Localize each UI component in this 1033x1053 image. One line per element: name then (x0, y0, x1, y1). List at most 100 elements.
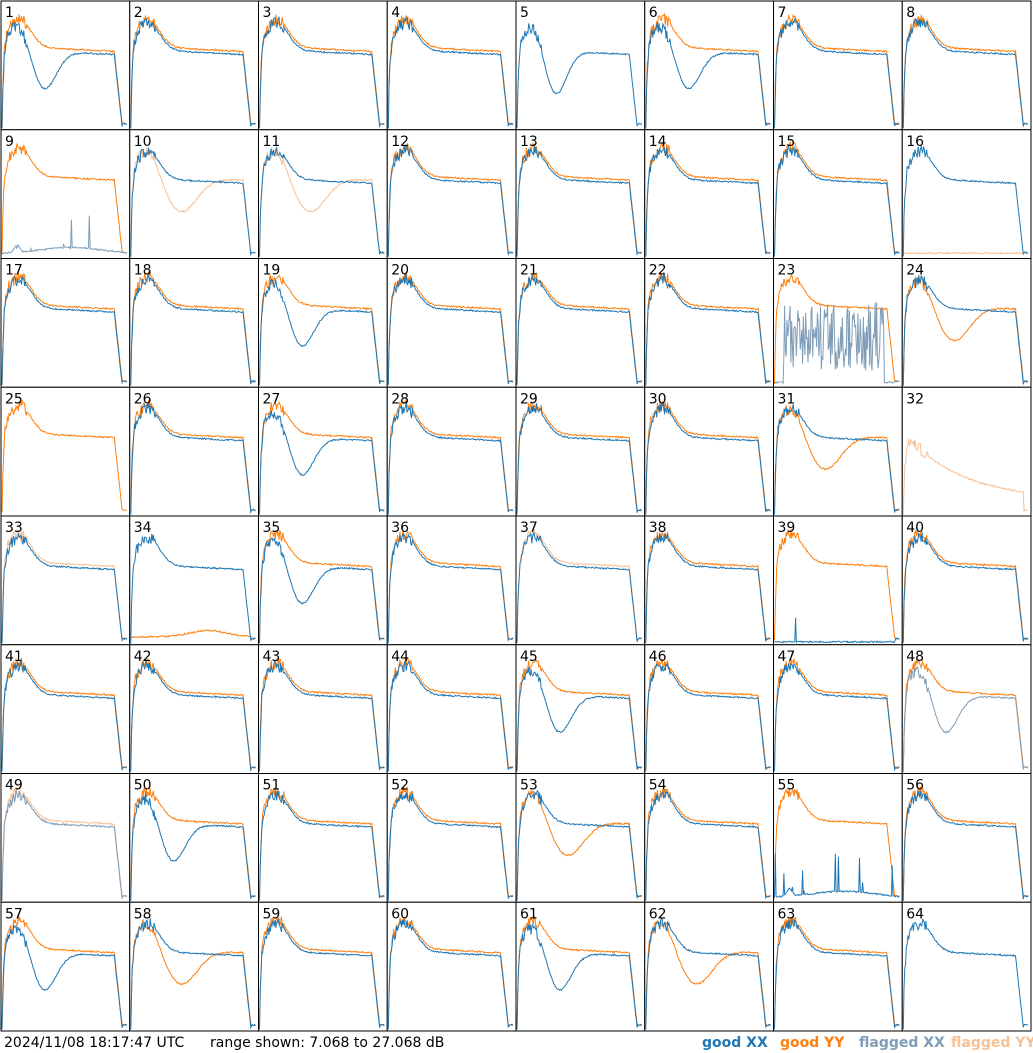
spectrum-xx (130, 402, 256, 515)
spectrum-yy (387, 399, 514, 513)
spectrum-xx (1, 532, 128, 644)
panel-label: 53 (520, 778, 538, 794)
antenna-panel: 56 (901, 773, 1032, 903)
spectrum-xx (130, 147, 256, 257)
antenna-panel: 30 (644, 386, 774, 517)
spectrum-xx (130, 274, 256, 386)
panel-frame (515, 644, 646, 774)
spectrum-yy (1, 529, 128, 641)
spectrum-xx (387, 660, 514, 772)
panel-frame (0, 258, 131, 388)
panel-label: 5 (520, 5, 529, 21)
panel-frame (901, 773, 1032, 903)
spectrum-xx (516, 23, 643, 129)
spectrum-xx (902, 789, 1029, 901)
panel-label: 18 (134, 263, 152, 279)
antenna-panel: 63 (773, 901, 903, 1032)
spectrum-yy (1, 14, 128, 127)
antenna-panel: 17 (0, 258, 131, 388)
panel-label: 9 (5, 134, 14, 150)
spectrum-yy (1, 143, 127, 255)
spectrum-yy (645, 788, 771, 899)
antenna-panel: 20 (386, 258, 517, 388)
antenna-panel: 42 (129, 644, 259, 774)
spectrum-yy (902, 659, 1029, 771)
panel-frame (901, 644, 1032, 774)
panel-label: 52 (391, 778, 409, 794)
spectrum-yy (387, 657, 514, 769)
antenna-panel: 3 (258, 0, 388, 131)
panel-label: 57 (5, 906, 23, 922)
spectrum-yy (259, 529, 385, 641)
antenna-panel: 12 (386, 129, 517, 259)
spectrum-yy (1, 657, 127, 770)
panel-label: 55 (778, 778, 796, 794)
panel-label: 7 (778, 5, 787, 21)
panel-label: 30 (649, 391, 667, 407)
panel-frame (0, 0, 131, 131)
panel-frame (0, 386, 131, 517)
panel-label: 36 (391, 520, 409, 536)
panel-label: 32 (906, 391, 924, 407)
panel-frame (644, 901, 774, 1032)
panel-frame (386, 644, 517, 774)
panel-label: 43 (263, 649, 281, 665)
spectrum-yy (387, 529, 514, 641)
panel-frame (386, 773, 517, 903)
panel-label: 13 (520, 134, 538, 150)
antenna-panel: 58 (129, 901, 259, 1032)
spectrum-xx (774, 404, 900, 515)
spectrum-xx (645, 918, 771, 1030)
panel-frame (773, 386, 903, 517)
panel-label: 61 (520, 906, 538, 922)
panel-label: 6 (649, 5, 658, 21)
spectrum-xx (902, 918, 1029, 1030)
panel-label: 2 (134, 5, 143, 21)
spectrum-yy (516, 659, 642, 769)
panel-label: 42 (134, 649, 152, 665)
antenna-panel: 44 (386, 644, 517, 774)
spectrum-xx (130, 534, 256, 644)
spectrum-xx (1, 215, 128, 255)
spectrum-yy (1, 785, 128, 899)
spectrum-xx (645, 532, 771, 643)
panel-frame (386, 0, 517, 131)
spectrum-xx (259, 536, 385, 644)
spectrum-yy (645, 658, 771, 769)
spectrum-yy (645, 400, 771, 513)
spectrum-xx (774, 144, 900, 257)
antenna-panel: 19 (258, 258, 388, 388)
panel-label: 47 (778, 649, 796, 665)
panel-label: 21 (520, 263, 538, 279)
panel-label: 41 (5, 649, 23, 665)
panel-label: 22 (649, 263, 667, 279)
panel-label: 62 (649, 906, 667, 922)
spectrum-yy (387, 142, 513, 255)
panel-label: 40 (906, 520, 924, 536)
spectrum-xx (645, 274, 771, 386)
spectrum-xx (902, 144, 1029, 257)
panel-label: 45 (520, 649, 538, 665)
panel-label: 8 (906, 5, 915, 21)
panel-label: 33 (5, 520, 23, 536)
antenna-panel: 16 (901, 129, 1032, 259)
antenna-panel: 10 (129, 129, 259, 259)
spectrum-yy (130, 270, 256, 383)
spectrum-xx (645, 22, 771, 129)
panel-label: 14 (649, 134, 667, 150)
panel-label: 24 (906, 263, 924, 279)
panel-label: 10 (134, 134, 152, 150)
spectrum-xx (774, 302, 900, 385)
antenna-panel: 41 (0, 644, 131, 774)
spectrum-yy (516, 142, 643, 255)
antenna-panel: 52 (386, 773, 517, 903)
spectrum-xx (387, 272, 514, 385)
spectrum-yy (259, 149, 385, 255)
panel-label: 34 (134, 520, 152, 536)
antenna-panel: 18 (129, 258, 259, 388)
panel-label: 38 (649, 520, 667, 536)
spectrum-yy (774, 404, 900, 513)
antenna-panel: 6 (644, 0, 774, 131)
panel-label: 1 (5, 5, 14, 21)
spectrum-xx (1, 660, 127, 772)
